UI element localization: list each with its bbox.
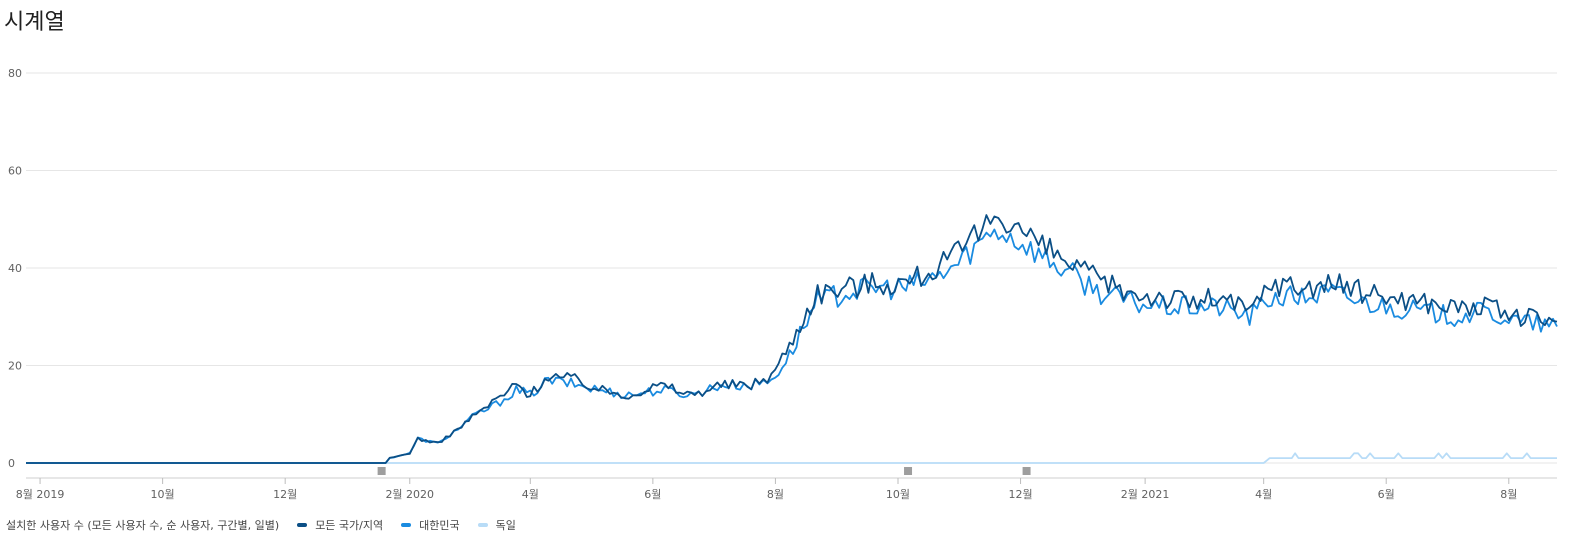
legend-metric-label: 설치한 사용자 수 (모든 사용자 수, 순 사용자, 구간별, 일별) <box>6 519 280 532</box>
y-tick-label: 0 <box>8 457 15 470</box>
page-title: 시계열 <box>4 10 65 35</box>
x-axis: 8월 2019 10월 12월 2월 2020 4월 6월 8월 10월 12월 2월 2021 4… <box>16 477 1557 501</box>
legend-item[interactable]: 독일 <box>477 517 516 533</box>
series-line <box>26 214 1558 464</box>
x-tick-label: 4월 <box>1255 488 1272 501</box>
x-tick-label: 10월 <box>886 488 910 501</box>
x-tick-label: 10월 <box>151 488 175 501</box>
x-tick-label: 12월 <box>273 488 297 501</box>
legend-item[interactable]: 모든 국가/지역 <box>297 517 383 533</box>
x-tick-label: 6월 <box>644 488 661 501</box>
y-tick-label: 60 <box>8 165 22 178</box>
legend-item[interactable]: 대한민국 <box>401 517 460 533</box>
y-tick-label: 40 <box>8 262 22 275</box>
x-tick-label: 8월 <box>1500 488 1517 501</box>
legend-label: 독일 <box>495 519 516 532</box>
annotation-marker[interactable] <box>377 467 386 475</box>
x-tick-label: 8월 <box>767 488 784 501</box>
legend-swatch <box>477 523 488 527</box>
grid-lines <box>26 72 1557 464</box>
series-line <box>26 228 1558 464</box>
legend-label: 대한민국 <box>419 519 460 532</box>
x-tick-label: 6월 <box>1378 488 1395 501</box>
legend-swatch <box>401 523 412 527</box>
x-tick-label: 4월 <box>522 488 539 501</box>
legend-label: 모든 국가/지역 <box>315 519 384 532</box>
annotation-markers <box>377 467 1031 475</box>
y-tick-label: 20 <box>8 360 22 373</box>
x-tick-label: 8월 2019 <box>16 488 65 501</box>
series-lines <box>26 214 1558 464</box>
legend: 설치한 사용자 수 (모든 사용자 수, 순 사용자, 구간별, 일별) 모든 … <box>6 517 516 533</box>
annotation-marker[interactable] <box>1022 467 1031 475</box>
x-tick-label: 2월 2021 <box>1121 488 1170 501</box>
x-tick-label: 12월 <box>1008 488 1032 501</box>
legend-swatch <box>297 523 308 527</box>
annotation-marker[interactable] <box>904 467 913 475</box>
y-axis-ticks: 0 20 40 60 80 <box>8 67 22 470</box>
y-tick-label: 80 <box>8 67 22 80</box>
series-line <box>26 452 1557 464</box>
x-tick-label: 2월 2020 <box>385 488 434 501</box>
